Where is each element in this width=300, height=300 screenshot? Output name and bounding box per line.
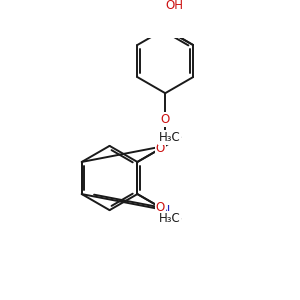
Text: O: O — [156, 201, 165, 214]
Text: H₃C: H₃C — [158, 212, 180, 225]
Text: O: O — [156, 142, 165, 155]
Text: N: N — [160, 204, 170, 217]
Text: H₃C: H₃C — [158, 131, 180, 144]
Text: OH: OH — [165, 0, 183, 12]
Text: O: O — [160, 113, 170, 126]
